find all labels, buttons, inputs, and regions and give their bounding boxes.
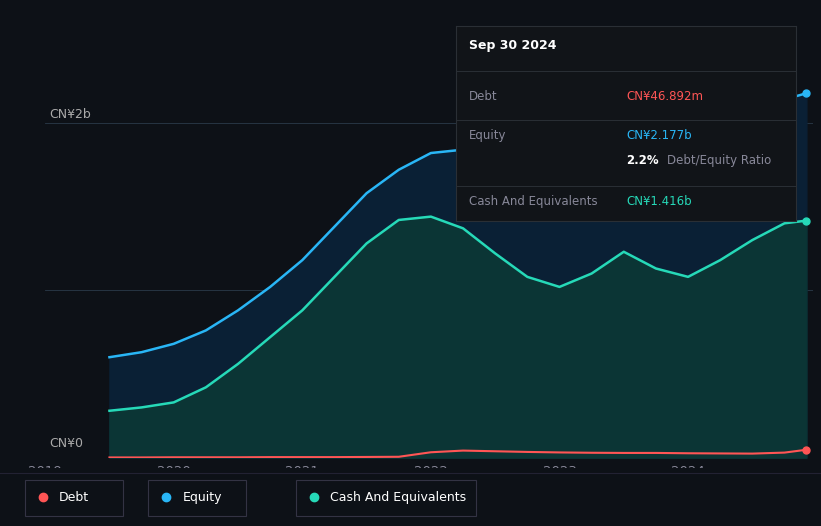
Text: CN¥1.416b: CN¥1.416b	[626, 195, 691, 208]
Point	[800, 446, 813, 454]
Text: 2.2%: 2.2%	[626, 154, 658, 167]
Text: CN¥46.892m: CN¥46.892m	[626, 90, 703, 103]
Point	[800, 216, 813, 225]
Text: Sep 30 2024: Sep 30 2024	[470, 39, 557, 52]
Text: CN¥2.177b: CN¥2.177b	[626, 129, 691, 142]
Text: Equity: Equity	[182, 491, 222, 503]
Text: Cash And Equivalents: Cash And Equivalents	[470, 195, 598, 208]
Text: CN¥2b: CN¥2b	[49, 108, 91, 120]
Point	[800, 89, 813, 97]
Text: CN¥0: CN¥0	[49, 437, 83, 450]
Text: Debt: Debt	[59, 491, 89, 503]
Text: Debt/Equity Ratio: Debt/Equity Ratio	[667, 154, 771, 167]
Text: Cash And Equivalents: Cash And Equivalents	[330, 491, 466, 503]
Text: Equity: Equity	[470, 129, 507, 142]
Text: Debt: Debt	[470, 90, 498, 103]
